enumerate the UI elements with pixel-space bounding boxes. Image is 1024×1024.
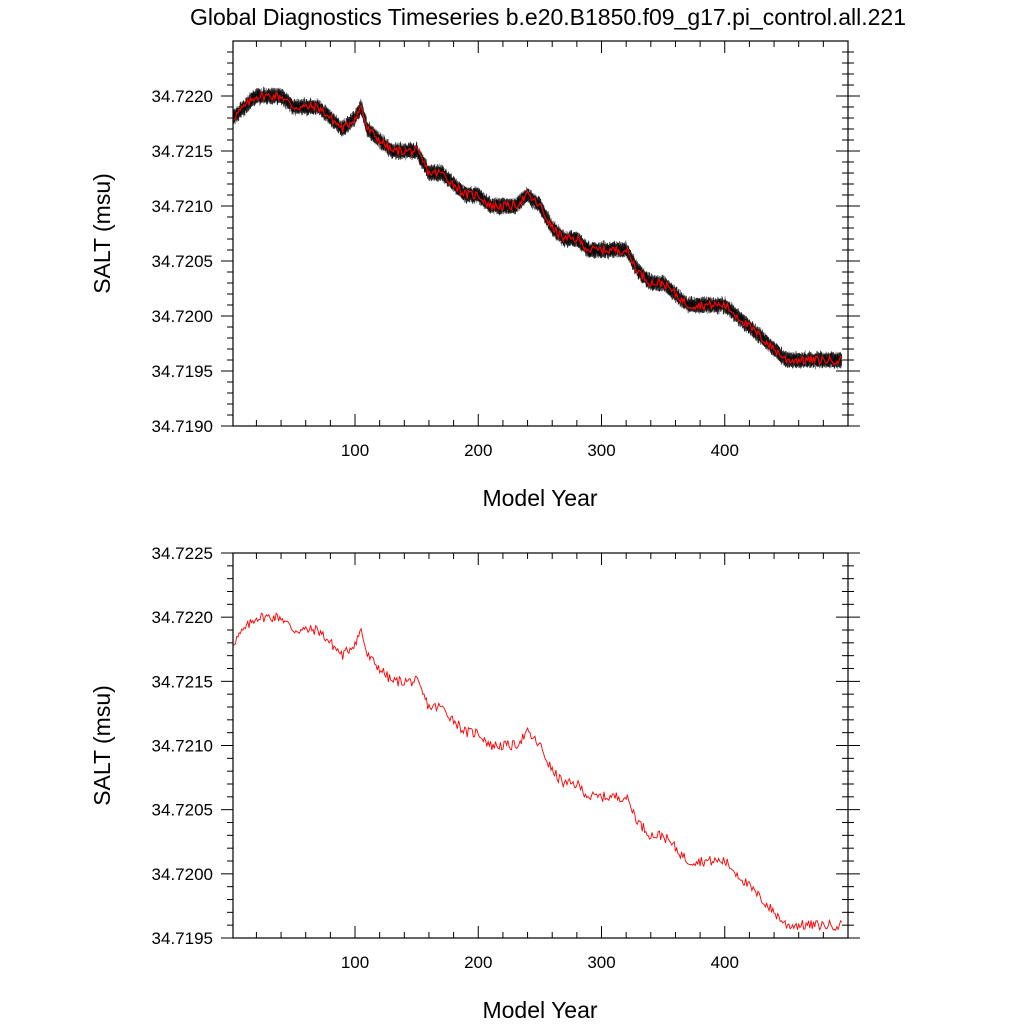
y-tick-label: 34.7190 xyxy=(152,417,213,436)
y-tick-label: 34.7200 xyxy=(152,307,213,326)
annual-mean-series-line xyxy=(232,91,843,366)
x-tick-label: 300 xyxy=(587,953,615,972)
plot-frame xyxy=(232,552,849,939)
x-axis-label: Model Year xyxy=(482,485,597,511)
x-tick-label: 400 xyxy=(711,953,739,972)
y-axis-label: SALT (msu) xyxy=(89,685,115,806)
y-tick-label: 34.7195 xyxy=(152,362,213,381)
y-tick-label: 34.7215 xyxy=(152,672,213,691)
x-tick-label: 200 xyxy=(464,953,492,972)
x-tick-label: 300 xyxy=(587,441,615,460)
x-tick-label: 200 xyxy=(464,441,492,460)
x-tick-label: 100 xyxy=(341,953,369,972)
y-tick-label: 34.7215 xyxy=(152,142,213,161)
x-tick-label: 400 xyxy=(711,441,739,460)
x-axis-label: Model Year xyxy=(482,997,597,1023)
y-tick-label: 34.7210 xyxy=(152,737,213,756)
figure-title: Global Diagnostics Timeseries b.e20.B185… xyxy=(190,4,906,30)
plot-frame xyxy=(232,40,849,427)
chart-bottom-panel: 100 200 300 400 34.7195 34.7200 34.7205 34.7210… xyxy=(89,544,860,1023)
y-tick-label: 34.7220 xyxy=(152,87,213,106)
x-tick-label: 100 xyxy=(341,441,369,460)
chart-top-panel: 100 200 300 400 34.7190 34.7195 34.7200 34.7205… xyxy=(89,40,860,511)
y-axis-label: SALT (msu) xyxy=(89,173,115,294)
y-tick-label: 34.7200 xyxy=(152,865,213,884)
y-tick-label: 34.7205 xyxy=(152,801,213,820)
y-tick-label: 34.7195 xyxy=(152,929,213,948)
y-tick-label: 34.7210 xyxy=(152,197,213,216)
annual-mean-series-line xyxy=(232,612,843,932)
y-tick-label: 34.7220 xyxy=(152,608,213,627)
y-tick-label: 34.7225 xyxy=(152,544,213,563)
y-tick-label: 34.7205 xyxy=(152,252,213,271)
